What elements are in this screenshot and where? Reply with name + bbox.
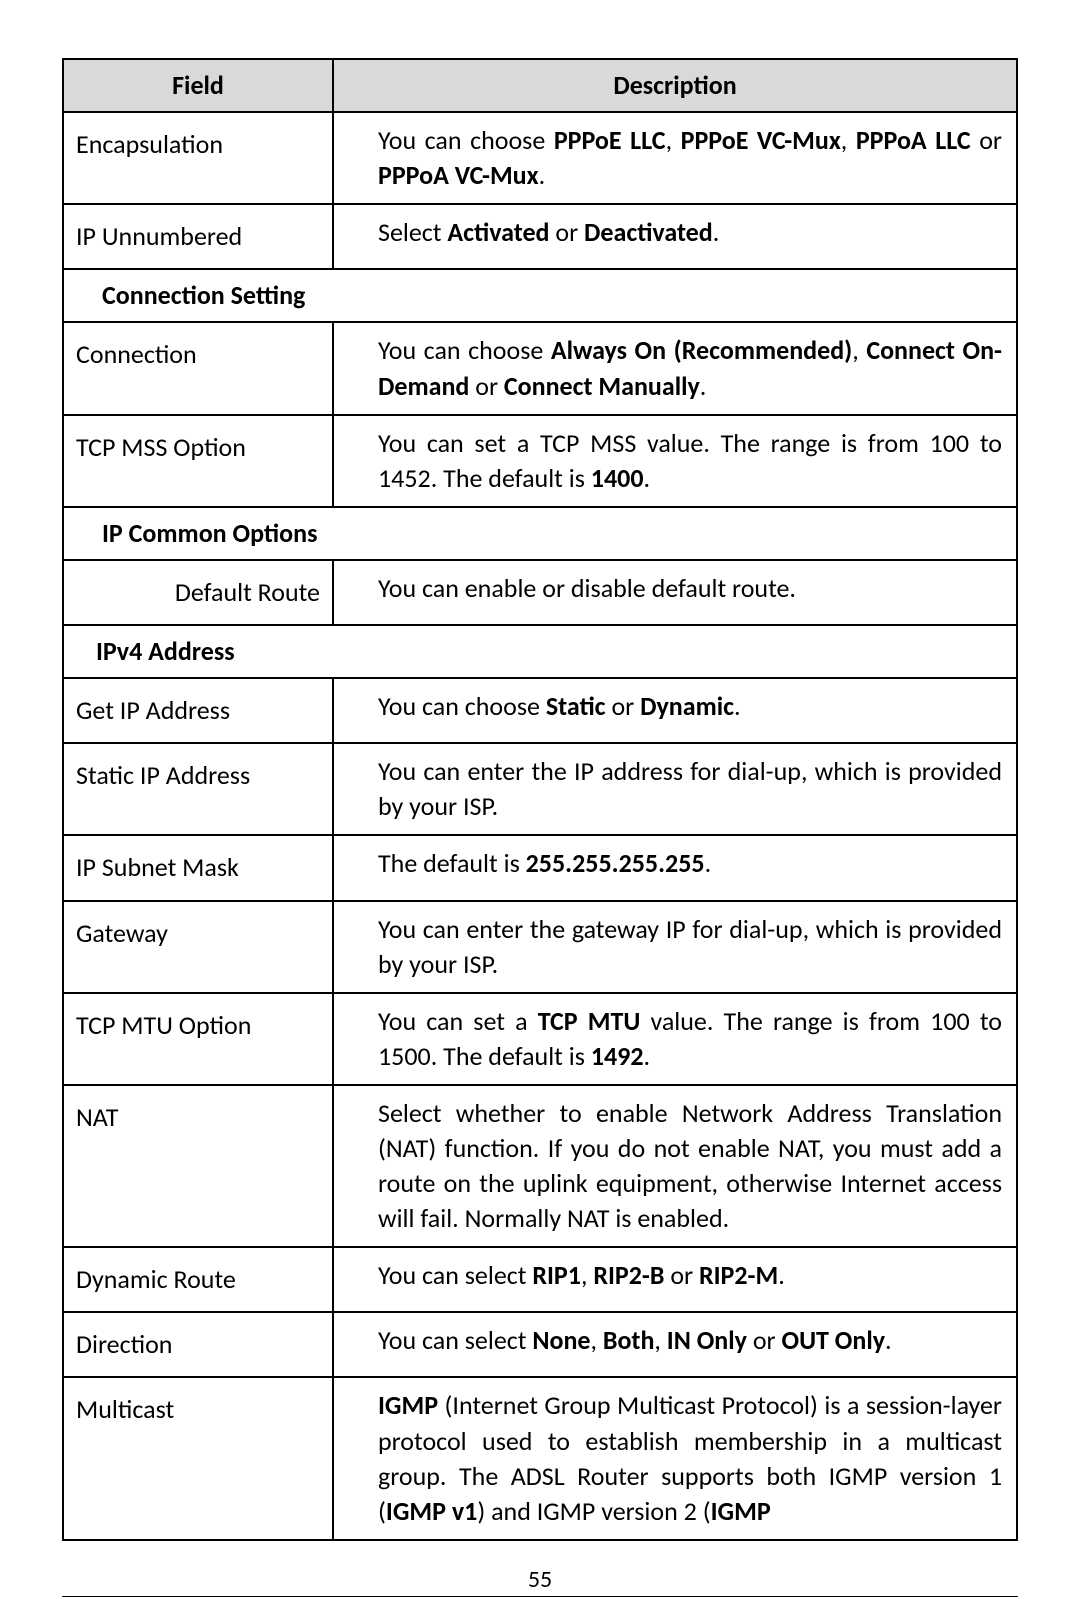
section-row: IPv4 Address (63, 625, 1017, 678)
row-label: Default Route (63, 560, 333, 625)
row-desc: You can set a TCP MTU value. The range i… (333, 993, 1017, 1085)
table-row: Get IP Address You can choose Static or … (63, 678, 1017, 743)
field-description-table: Field Description Encapsulation You can … (62, 58, 1018, 1541)
header-description: Description (333, 59, 1017, 112)
row-label: NAT (63, 1085, 333, 1247)
row-label: IP Subnet Mask (63, 835, 333, 900)
section-connection-setting: Connection Setting (63, 269, 1017, 322)
row-desc: You can enable or disable default route. (333, 560, 1017, 625)
table-row: Dynamic Route You can select RIP1, RIP2-… (63, 1247, 1017, 1312)
row-desc: Select whether to enable Network Address… (333, 1085, 1017, 1247)
table-row: NAT Select whether to enable Network Add… (63, 1085, 1017, 1247)
row-desc: Select Activated or Deactivated. (333, 204, 1017, 269)
header-field: Field (63, 59, 333, 112)
row-desc: IGMP (Internet Group Multicast Protocol)… (333, 1377, 1017, 1539)
table-row: IP Unnumbered Select Activated or Deacti… (63, 204, 1017, 269)
table-row: TCP MSS Option You can set a TCP MSS val… (63, 415, 1017, 507)
row-label: Encapsulation (63, 112, 333, 204)
row-desc: You can choose Always On (Recommended), … (333, 322, 1017, 414)
row-desc: You can choose Static or Dynamic. (333, 678, 1017, 743)
row-label: Connection (63, 322, 333, 414)
row-desc: You can select None, Both, IN Only or OU… (333, 1312, 1017, 1377)
table-row: Multicast IGMP (Internet Group Multicast… (63, 1377, 1017, 1539)
table-row: TCP MTU Option You can set a TCP MTU val… (63, 993, 1017, 1085)
section-row: IP Common Options (63, 507, 1017, 560)
row-desc: You can enter the IP address for dial-up… (333, 743, 1017, 835)
table-row: Connection You can choose Always On (Rec… (63, 322, 1017, 414)
section-row: Connection Setting (63, 269, 1017, 322)
row-desc: You can enter the gateway IP for dial-up… (333, 901, 1017, 993)
row-label: TCP MSS Option (63, 415, 333, 507)
table-row: IP Subnet Mask The default is 255.255.25… (63, 835, 1017, 900)
row-label: Multicast (63, 1377, 333, 1539)
page-number: 55 (62, 1565, 1018, 1594)
row-label: IP Unnumbered (63, 204, 333, 269)
row-label: Static IP Address (63, 743, 333, 835)
row-label: TCP MTU Option (63, 993, 333, 1085)
row-desc: You can select RIP1, RIP2-B or RIP2-M. (333, 1247, 1017, 1312)
row-label: Gateway (63, 901, 333, 993)
row-desc: You can choose PPPoE LLC, PPPoE VC-Mux, … (333, 112, 1017, 204)
row-label: Dynamic Route (63, 1247, 333, 1312)
section-ipv4-address: IPv4 Address (63, 625, 1017, 678)
footer-rule (62, 1596, 1018, 1597)
row-label: Direction (63, 1312, 333, 1377)
table-row: Direction You can select None, Both, IN … (63, 1312, 1017, 1377)
row-label: Get IP Address (63, 678, 333, 743)
row-desc: The default is 255.255.255.255. (333, 835, 1017, 900)
section-ip-common: IP Common Options (63, 507, 1017, 560)
table-row: Default Route You can enable or disable … (63, 560, 1017, 625)
table-row: Encapsulation You can choose PPPoE LLC, … (63, 112, 1017, 204)
row-desc: You can set a TCP MSS value. The range i… (333, 415, 1017, 507)
table-row: Static IP Address You can enter the IP a… (63, 743, 1017, 835)
table-row: Gateway You can enter the gateway IP for… (63, 901, 1017, 993)
